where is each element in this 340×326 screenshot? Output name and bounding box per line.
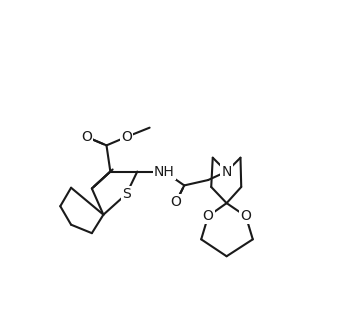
Text: O: O bbox=[203, 209, 214, 223]
Text: O: O bbox=[240, 209, 251, 223]
Text: NH: NH bbox=[154, 165, 175, 179]
Text: S: S bbox=[122, 187, 131, 201]
Text: N: N bbox=[221, 165, 232, 179]
Text: O: O bbox=[170, 195, 181, 209]
Text: O: O bbox=[121, 130, 132, 144]
Text: O: O bbox=[81, 130, 92, 144]
